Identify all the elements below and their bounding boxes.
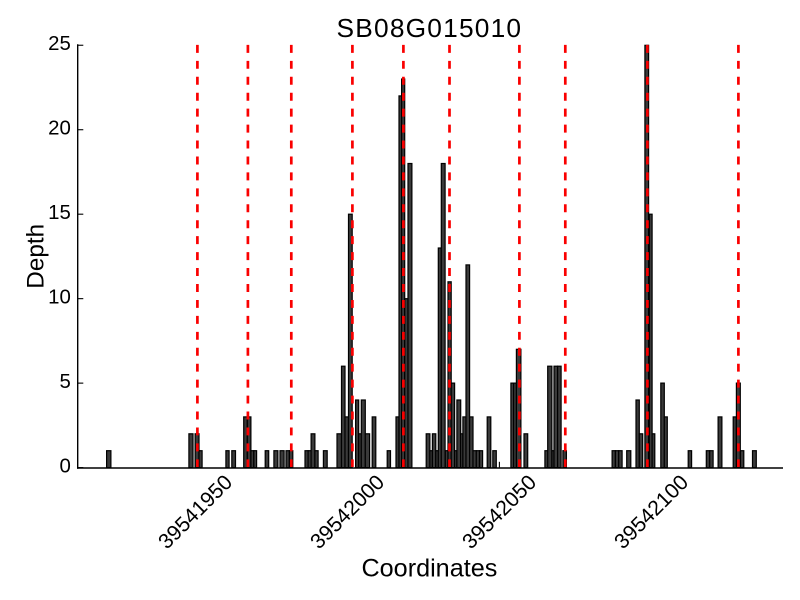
svg-text:15: 15	[48, 202, 71, 224]
svg-text:20: 20	[48, 118, 71, 140]
svg-text:25: 25	[48, 33, 71, 55]
svg-text:Coordinates: Coordinates	[361, 555, 497, 583]
svg-text:10: 10	[48, 287, 71, 309]
svg-text:SB08G015010: SB08G015010	[337, 13, 523, 43]
svg-text:0: 0	[59, 455, 70, 477]
svg-text:Depth: Depth	[23, 224, 50, 289]
svg-text:5: 5	[59, 371, 70, 393]
